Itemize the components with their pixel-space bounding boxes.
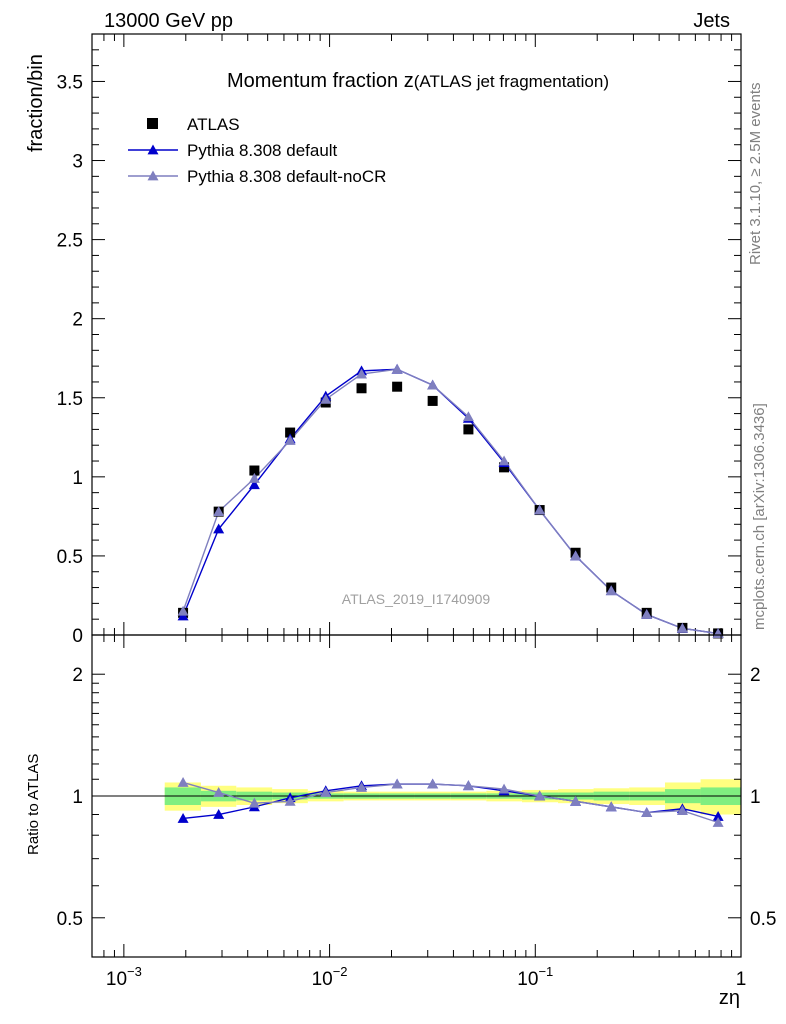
- top-ylabel: fraction/bin: [25, 54, 47, 152]
- ratio-point-pythia-default: [712, 810, 724, 821]
- x-tick-exponent: −1: [538, 964, 553, 979]
- x-tick-label: 1: [736, 969, 747, 990]
- x-tick-exponent: −2: [333, 964, 348, 979]
- mc-point-pythia-nocr: [320, 393, 332, 404]
- x-tick-label: 10−3: [106, 964, 142, 990]
- legend-marker: [147, 144, 159, 155]
- ratio-point-pythia-nocr: [177, 776, 189, 787]
- chart-title-main: Momentum fraction z: [227, 70, 414, 92]
- ratio-y-tick-label-right: 1: [750, 787, 761, 808]
- atlas-point: [499, 462, 510, 473]
- ratio-y-tick-label-left: 0.5: [57, 909, 83, 930]
- ratio-point-pythia-nocr: [248, 797, 260, 808]
- mc-point-pythia-nocr: [391, 363, 403, 374]
- top-y-tick-label: 1.5: [57, 389, 83, 410]
- atlas-point: [356, 383, 367, 394]
- ratio-point-pythia-nocr: [605, 801, 617, 812]
- atlas-point: [285, 427, 296, 438]
- ratio-point-pythia-default: [177, 812, 189, 823]
- legend-label: Pythia 8.308 default-noCR: [187, 167, 386, 186]
- mc-point-pythia-default: [248, 479, 260, 490]
- x-tick-exponent: −3: [127, 964, 142, 979]
- mc-point-pythia-nocr: [284, 434, 296, 445]
- x-tick-base: 10: [106, 969, 127, 990]
- rivet-label: Rivet 3.1.10, ≥ 2.5M events: [747, 83, 764, 266]
- top-y-tick-label: 3.5: [57, 72, 83, 93]
- ratio-panel: 0.5 0.51 12 210−3 10−2 10−1 1: [57, 634, 776, 990]
- ratio-xlabel: zη: [719, 987, 740, 1009]
- top-y-tick-label: 0.5: [57, 547, 83, 568]
- x-tick-label: 10−1: [517, 964, 553, 990]
- ratio-point-pythia-nocr: [641, 807, 653, 817]
- chart-title: Momentum fraction z(ATLAS jet fragmentat…: [227, 70, 609, 92]
- ratio-y-tick-label-left: 1: [72, 787, 83, 808]
- x-tick-label: 10−2: [312, 964, 348, 990]
- atlas-point: [392, 381, 403, 392]
- mc-point-pythia-nocr: [641, 608, 653, 619]
- mc-point-pythia-nocr: [248, 472, 260, 483]
- atlas-point: [427, 395, 438, 406]
- mc-point-pythia-nocr: [676, 622, 688, 633]
- ratio-point-pythia-nocr: [570, 795, 582, 806]
- legend: ATLAS Pythia 8.308 default Pythia 8.308 de…: [128, 115, 386, 186]
- mc-point-pythia-nocr: [570, 550, 582, 561]
- ratio-point-pythia-nocr: [213, 787, 225, 797]
- mc-point-pythia-nocr: [213, 506, 225, 517]
- mc-point-pythia-default: [213, 523, 225, 534]
- ratio-point-pythia-nocr: [391, 778, 403, 789]
- mcplots-label: mcplots.cern.ch [arXiv:1306.3436]: [751, 403, 768, 630]
- header-right: Jets: [693, 10, 730, 32]
- ratio-point-pythia-nocr: [427, 778, 439, 789]
- legend-label: Pythia 8.308 default: [187, 141, 338, 160]
- ratio-point-pythia-nocr: [534, 790, 546, 801]
- top-y-tick-label: 3: [72, 152, 83, 173]
- mc-point-pythia-nocr: [177, 605, 189, 616]
- ratio-y-tick-label-right: 0.5: [750, 909, 776, 930]
- series-line-pythia-nocr: [182, 368, 719, 635]
- analysis-watermark: ATLAS_2019_I1740909: [342, 591, 491, 607]
- ratio-ylabel: Ratio to ATLAS: [25, 754, 42, 855]
- ratio-point-pythia-nocr: [676, 805, 688, 816]
- ratio-point-pythia-nocr: [320, 787, 332, 797]
- mc-point-pythia-nocr: [498, 455, 510, 466]
- mc-point-pythia-nocr: [427, 379, 439, 390]
- ratio-point-pythia-default: [213, 809, 225, 819]
- ratio-y-tick-label-right: 2: [750, 665, 761, 686]
- ratio-line-pythia-nocr: [182, 781, 719, 824]
- top-y-tick-label: 0: [72, 626, 83, 647]
- ratio-point-pythia-nocr: [356, 781, 368, 792]
- header-left: 13000 GeV pp: [104, 10, 233, 32]
- mc-point-pythia-nocr: [605, 585, 617, 596]
- x-tick-base: 1: [736, 969, 747, 990]
- atlas-point: [249, 465, 260, 476]
- x-tick-base: 10: [517, 969, 538, 990]
- top-y-tick-label: 2: [72, 310, 83, 331]
- ratio-point-pythia-nocr: [284, 795, 296, 806]
- atlas-point: [463, 424, 474, 435]
- mc-point-pythia-nocr: [462, 411, 474, 422]
- top-y-tick-label: 2.5: [57, 231, 83, 252]
- ratio-y-tick-label-left: 2: [72, 665, 83, 686]
- ratio-point-pythia-nocr: [462, 780, 474, 791]
- top-panel: 0 0.5 1 1.5 2 2.5 3 3.5 ATLAS Pythia 8.308 defaul…: [57, 33, 742, 647]
- ratio-point-pythia-nocr: [498, 783, 510, 794]
- legend-label-atlas: ATLAS: [187, 115, 240, 134]
- ratio-point-pythia-nocr: [712, 817, 724, 827]
- legend-marker: [147, 170, 159, 181]
- chart-title-suffix: (ATLAS jet fragmentation): [414, 72, 609, 91]
- mc-point-pythia-nocr: [534, 504, 546, 515]
- top-y-tick-label: 1: [72, 468, 83, 489]
- legend-marker-atlas: [147, 118, 158, 129]
- mc-point-pythia-nocr: [356, 368, 368, 379]
- x-tick-base: 10: [312, 969, 333, 990]
